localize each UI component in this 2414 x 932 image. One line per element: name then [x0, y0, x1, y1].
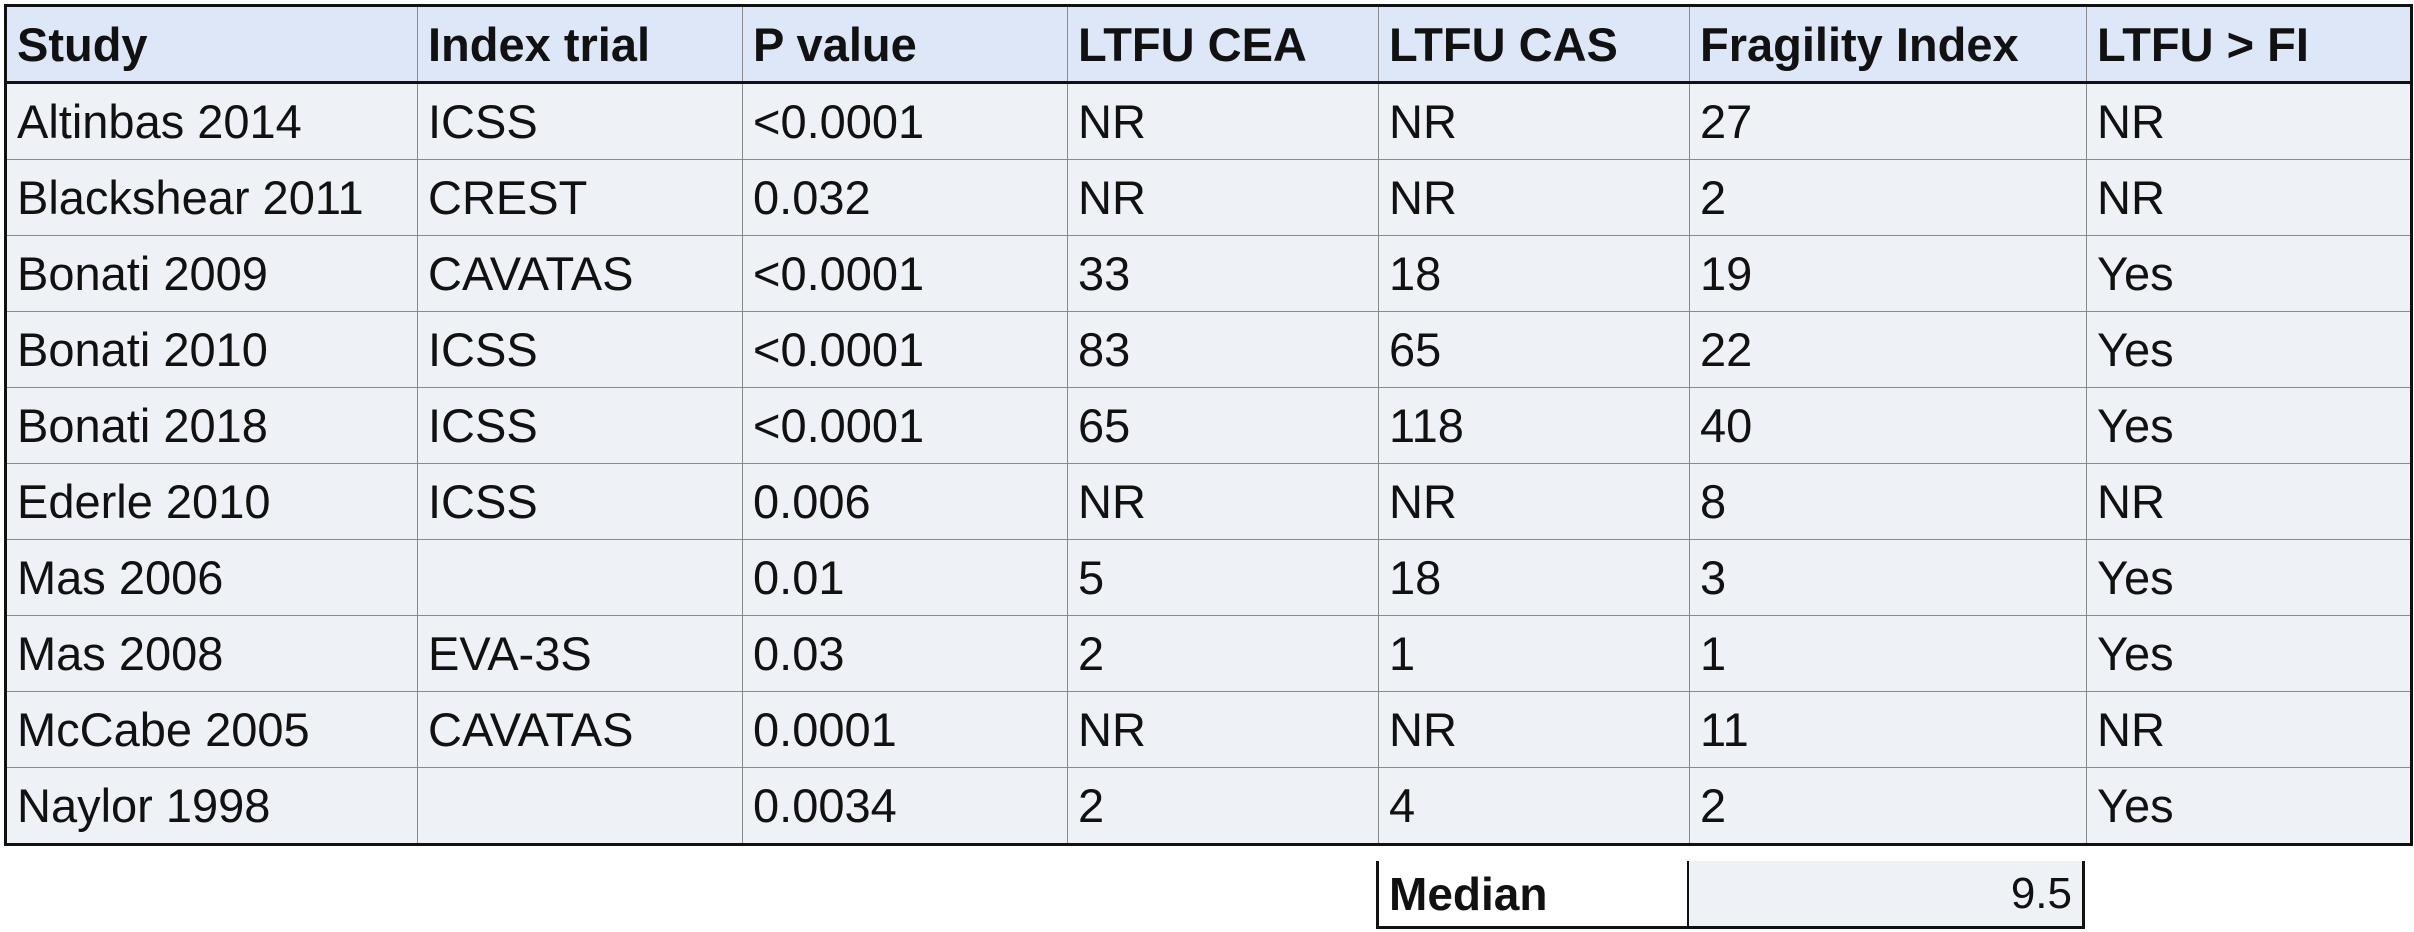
table-row: Ederle 2010 ICSS 0.006 NR NR 8 NR: [4, 463, 2413, 540]
cell-study[interactable]: Naylor 1998: [4, 767, 418, 846]
table-row: McCabe 2005 CAVATAS 0.0001 NR NR 11 NR: [4, 691, 2413, 768]
cell-ltfu-cea[interactable]: 83: [1067, 311, 1379, 388]
cell-fragility-index[interactable]: 3: [1689, 539, 2087, 616]
cell-ltfu-gt-fi[interactable]: Yes: [2086, 387, 2413, 464]
cell-study[interactable]: Mas 2008: [4, 615, 418, 692]
cell-study[interactable]: Mas 2006: [4, 539, 418, 616]
cell-fragility-index[interactable]: 11: [1689, 691, 2087, 768]
median-summary: Median 9.5: [1376, 861, 2085, 929]
cell-fragility-index[interactable]: 2: [1689, 159, 2087, 236]
cell-ltfu-cas[interactable]: NR: [1378, 82, 1690, 160]
table-header: Study Index trial P value LTFU CEA LTFU …: [4, 4, 2413, 84]
cell-p-value[interactable]: 0.006: [742, 463, 1068, 540]
cell-index-trial[interactable]: ICSS: [417, 82, 743, 160]
cell-study[interactable]: Bonati 2010: [4, 311, 418, 388]
cell-ltfu-gt-fi[interactable]: NR: [2086, 159, 2413, 236]
table-body: Altinbas 2014 ICSS <0.0001 NR NR 27 NR Blackshe…: [4, 82, 2413, 846]
table-row: Bonati 2010 ICSS <0.0001 83 65 22 Yes: [4, 311, 2413, 388]
cell-fragility-index[interactable]: 2: [1689, 767, 2087, 846]
cell-ltfu-gt-fi[interactable]: NR: [2086, 463, 2413, 540]
cell-fragility-index[interactable]: 22: [1689, 311, 2087, 388]
cell-p-value[interactable]: 0.03: [742, 615, 1068, 692]
cell-study[interactable]: McCabe 2005: [4, 691, 418, 768]
cell-fragility-index[interactable]: 8: [1689, 463, 2087, 540]
cell-index-trial[interactable]: ICSS: [417, 387, 743, 464]
cell-ltfu-gt-fi[interactable]: Yes: [2086, 615, 2413, 692]
cell-fragility-index[interactable]: 27: [1689, 82, 2087, 160]
table-row: Naylor 1998 0.0034 2 4 2 Yes: [4, 767, 2413, 846]
cell-ltfu-cea[interactable]: NR: [1067, 691, 1379, 768]
cell-p-value[interactable]: 0.0001: [742, 691, 1068, 768]
cell-ltfu-cea[interactable]: 5: [1067, 539, 1379, 616]
cell-index-trial[interactable]: EVA-3S: [417, 615, 743, 692]
cell-ltfu-cea[interactable]: 33: [1067, 235, 1379, 312]
cell-index-trial[interactable]: [417, 767, 743, 846]
cell-ltfu-cea[interactable]: 2: [1067, 615, 1379, 692]
cell-fragility-index[interactable]: 1: [1689, 615, 2087, 692]
cell-ltfu-cas[interactable]: 18: [1378, 235, 1690, 312]
cell-index-trial[interactable]: ICSS: [417, 311, 743, 388]
cell-ltfu-cea[interactable]: NR: [1067, 82, 1379, 160]
cell-study[interactable]: Bonati 2018: [4, 387, 418, 464]
header-ltfu-gt-fi[interactable]: LTFU > FI: [2086, 4, 2413, 84]
cell-ltfu-gt-fi[interactable]: Yes: [2086, 767, 2413, 846]
cell-p-value[interactable]: <0.0001: [742, 82, 1068, 160]
cell-study[interactable]: Bonati 2009: [4, 235, 418, 312]
cell-fragility-index[interactable]: 19: [1689, 235, 2087, 312]
cell-p-value[interactable]: <0.0001: [742, 311, 1068, 388]
cell-ltfu-gt-fi[interactable]: NR: [2086, 691, 2413, 768]
table-row: Bonati 2009 CAVATAS <0.0001 33 18 19 Yes: [4, 235, 2413, 312]
cell-ltfu-cas[interactable]: NR: [1378, 159, 1690, 236]
header-study[interactable]: Study: [4, 4, 418, 84]
cell-index-trial[interactable]: CAVATAS: [417, 235, 743, 312]
header-fragility-index[interactable]: Fragility Index: [1689, 4, 2087, 84]
cell-ltfu-gt-fi[interactable]: Yes: [2086, 539, 2413, 616]
table-row: Blackshear 2011 CREST 0.032 NR NR 2 NR: [4, 159, 2413, 236]
table-row: Bonati 2018 ICSS <0.0001 65 118 40 Yes: [4, 387, 2413, 464]
cell-p-value[interactable]: <0.0001: [742, 235, 1068, 312]
cell-ltfu-cas[interactable]: 18: [1378, 539, 1690, 616]
cell-ltfu-cas[interactable]: 1: [1378, 615, 1690, 692]
median-value[interactable]: 9.5: [1689, 861, 2082, 926]
cell-p-value[interactable]: <0.0001: [742, 387, 1068, 464]
header-ltfu-cea[interactable]: LTFU CEA: [1067, 4, 1379, 84]
cell-study[interactable]: Blackshear 2011: [4, 159, 418, 236]
table-row: Mas 2006 0.01 5 18 3 Yes: [4, 539, 2413, 616]
cell-study[interactable]: Altinbas 2014: [4, 82, 418, 160]
cell-ltfu-gt-fi[interactable]: NR: [2086, 82, 2413, 160]
cell-ltfu-cas[interactable]: 65: [1378, 311, 1690, 388]
cell-ltfu-cea[interactable]: 2: [1067, 767, 1379, 846]
table-row: Altinbas 2014 ICSS <0.0001 NR NR 27 NR: [4, 82, 2413, 160]
cell-ltfu-cea[interactable]: NR: [1067, 463, 1379, 540]
table-row: Mas 2008 EVA-3S 0.03 2 1 1 Yes: [4, 615, 2413, 692]
cell-study[interactable]: Ederle 2010: [4, 463, 418, 540]
cell-ltfu-cas[interactable]: NR: [1378, 463, 1690, 540]
cell-ltfu-cea[interactable]: 65: [1067, 387, 1379, 464]
cell-p-value[interactable]: 0.032: [742, 159, 1068, 236]
cell-ltfu-cas[interactable]: NR: [1378, 691, 1690, 768]
cell-index-trial[interactable]: CREST: [417, 159, 743, 236]
cell-p-value[interactable]: 0.0034: [742, 767, 1068, 846]
header-ltfu-cas[interactable]: LTFU CAS: [1378, 4, 1690, 84]
header-p-value[interactable]: P value: [742, 4, 1068, 84]
median-label[interactable]: Median: [1379, 861, 1689, 926]
header-index-trial[interactable]: Index trial: [417, 4, 743, 84]
fragility-table: Study Index trial P value LTFU CEA LTFU …: [4, 4, 2413, 846]
cell-index-trial[interactable]: [417, 539, 743, 616]
header-row: Study Index trial P value LTFU CEA LTFU …: [4, 4, 2413, 84]
cell-ltfu-gt-fi[interactable]: Yes: [2086, 235, 2413, 312]
cell-ltfu-cas[interactable]: 118: [1378, 387, 1690, 464]
cell-p-value[interactable]: 0.01: [742, 539, 1068, 616]
cell-ltfu-cea[interactable]: NR: [1067, 159, 1379, 236]
cell-index-trial[interactable]: CAVATAS: [417, 691, 743, 768]
cell-index-trial[interactable]: ICSS: [417, 463, 743, 540]
cell-ltfu-cas[interactable]: 4: [1378, 767, 1690, 846]
cell-fragility-index[interactable]: 40: [1689, 387, 2087, 464]
cell-ltfu-gt-fi[interactable]: Yes: [2086, 311, 2413, 388]
